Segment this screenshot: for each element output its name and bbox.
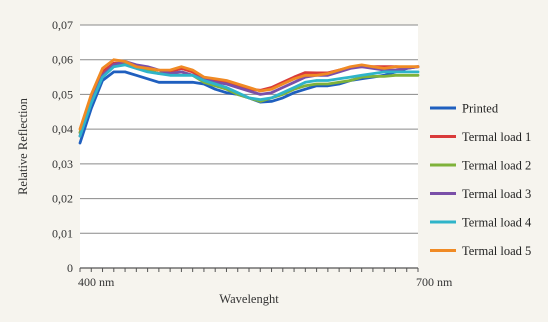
- series-layer: [78, 58, 420, 145]
- y-tick-label: 0,03: [52, 157, 73, 171]
- grid-layer: [80, 24, 418, 268]
- y-tick-label: 0,05: [52, 87, 73, 101]
- legend-label-termal-load-1: Termal load 1: [462, 130, 531, 144]
- x-tick-label: 400 nm: [78, 275, 115, 289]
- x-tick-label: 700 nm: [416, 275, 453, 289]
- x-axis-title: Wavelenght: [219, 292, 279, 306]
- y-tick-label: 0,02: [52, 192, 73, 206]
- plot-area: [80, 25, 418, 268]
- y-tick-label: 0,04: [52, 122, 73, 136]
- series-line-termal-load-4: [78, 63, 420, 138]
- legend-label-termal-load-2: Termal load 2: [462, 159, 531, 173]
- label-layer: 0 0,01 0,02 0,03 0,04 0,05 0,06 0,07 400 nm 700 n…: [16, 18, 453, 306]
- series-line-termal-load-3: [78, 60, 420, 138]
- y-tick-label: 0,01: [52, 226, 73, 240]
- series-line-termal-load-5: [78, 58, 420, 131]
- y-tick-label: 0: [67, 261, 73, 275]
- legend-label-termal-load-5: Termal load 5: [462, 244, 531, 258]
- legend-label-termal-load-3: Termal load 3: [462, 187, 531, 201]
- y-tick-label: 0,07: [52, 18, 73, 32]
- legend-label-printed: Printed: [462, 102, 499, 116]
- legend-label-termal-load-4: Termal load 4: [462, 216, 532, 230]
- legend: Printed Termal load 1 Termal load 2 Termal …: [430, 102, 532, 258]
- y-axis-title: Relative Reflection: [16, 97, 30, 195]
- y-tick-label: 0,06: [52, 53, 73, 67]
- axis-layer: [79, 267, 419, 272]
